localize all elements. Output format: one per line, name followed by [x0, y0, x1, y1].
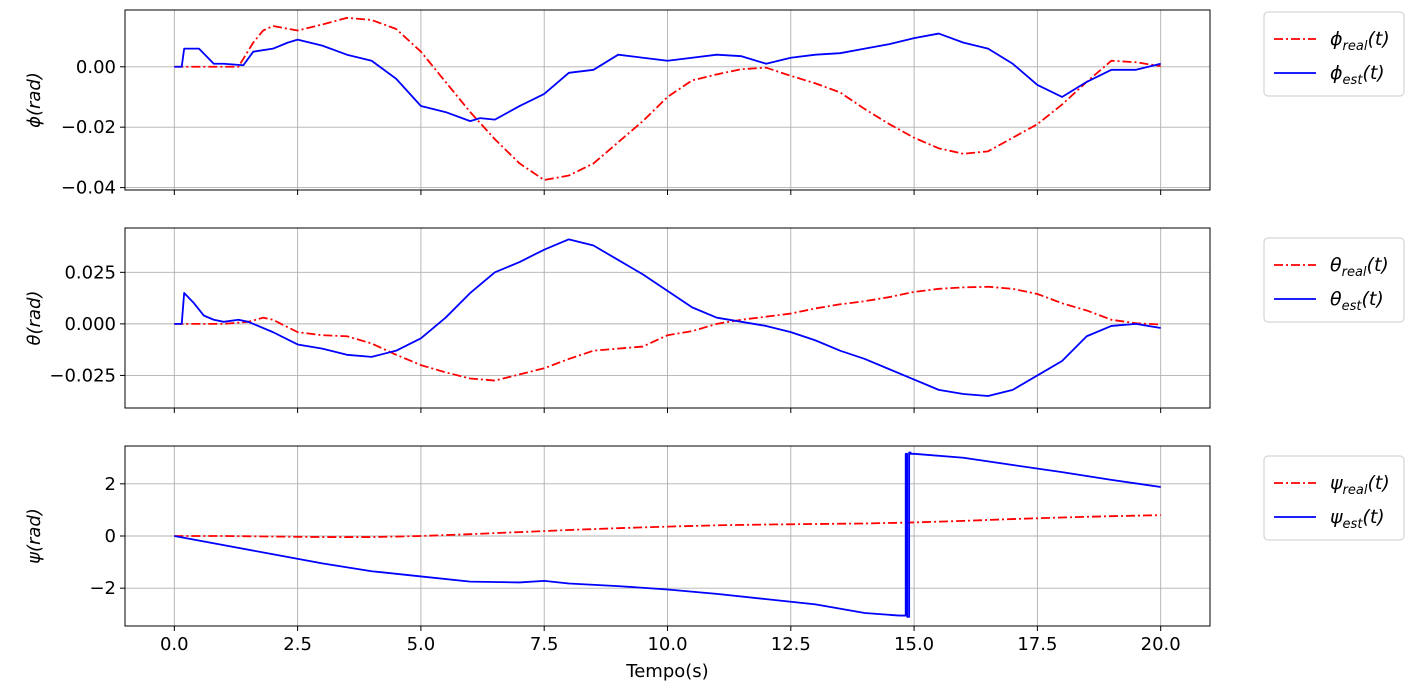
legend-symbol: ϕ — [1330, 62, 1343, 84]
legend-box — [1263, 11, 1405, 97]
legend-psi: ψreal(t)ψest(t) — [1263, 455, 1405, 541]
legend-entry-label: ϕest(t) — [1330, 62, 1385, 88]
x-ticks-psi: 0.0 2.5 5.0 7.5 10.0 12.5 15.0 17.5 20.0 — [160, 626, 1181, 655]
y-axis-symbol: ψ — [24, 551, 45, 564]
legend-suffix: (t) — [1362, 506, 1384, 528]
x-tick-label: 15.0 — [894, 634, 934, 655]
legend-symbol: ϕ — [1330, 28, 1343, 50]
legend-subscript: est — [1342, 299, 1363, 314]
y-axis-label-psi: ψ(rad) — [24, 508, 45, 564]
legend-entry-label: ϕreal(t) — [1330, 28, 1390, 54]
series-line-theta-est — [174, 238, 1161, 397]
y-axis-unit: (rad) — [24, 72, 45, 116]
legend-box — [1263, 455, 1405, 541]
subplots: 0.00−0.02−0.04ϕ(rad)ϕreal(t)ϕest(t)0.025… — [24, 9, 1405, 655]
x-ticks-phi — [173, 190, 1162, 195]
legend-symbol: ψ — [1330, 506, 1343, 528]
legend-subscript: real — [1342, 265, 1367, 280]
y-axis-symbol: θ — [24, 334, 45, 345]
y-axis-symbol: ϕ — [24, 116, 45, 128]
series-line-phi-est — [174, 32, 1161, 123]
x-tick-label: 0.0 — [160, 634, 189, 655]
y-ticks-theta: 0.025 0.000 −0.025 — [49, 262, 125, 386]
x-tick-label: 20.0 — [1141, 634, 1181, 655]
x-axis-label: Tempo(s) — [625, 661, 708, 682]
y-axis-label-phi: ϕ(rad) — [24, 72, 45, 128]
y-tick-label: −0.04 — [61, 178, 116, 199]
x-ticks-theta — [173, 408, 1162, 413]
legend-box — [1263, 237, 1405, 323]
legend-entry-label: ψest(t) — [1330, 506, 1385, 532]
x-tick-label: 7.5 — [530, 634, 559, 655]
y-axis-unit: (rad) — [24, 508, 45, 552]
y-ticks-phi: 0.00 −0.02 −0.04 — [61, 57, 125, 199]
x-tick-label: 12.5 — [771, 634, 811, 655]
series-line-psi-est — [174, 451, 1161, 618]
grid-phi — [125, 10, 1210, 190]
y-axis-unit: (rad) — [24, 291, 45, 335]
y-tick-label: 0.00 — [76, 57, 116, 78]
series-line-psi-real — [174, 514, 1161, 538]
x-tick-label: 5.0 — [407, 634, 436, 655]
legend-symbol: ψ — [1330, 472, 1343, 494]
legend-entry-label: ψreal(t) — [1330, 472, 1390, 498]
legend-subscript: est — [1343, 517, 1364, 532]
grid-psi — [125, 446, 1210, 626]
series-group-phi — [174, 16, 1161, 181]
series-group-theta — [174, 238, 1161, 397]
x-tick-label: 2.5 — [283, 634, 312, 655]
y-axis-label-theta: θ(rad) — [24, 291, 45, 346]
grid-theta — [125, 228, 1210, 408]
y-tick-label: 0 — [105, 526, 116, 547]
y-tick-label: −2 — [89, 578, 116, 599]
legend-suffix: (t) — [1367, 254, 1389, 276]
legend-phi: ϕreal(t)ϕest(t) — [1263, 11, 1405, 97]
legend-suffix: (t) — [1362, 288, 1384, 310]
y-tick-label: −0.025 — [49, 365, 116, 386]
series-group-psi — [174, 451, 1161, 618]
y-tick-label: −0.02 — [61, 117, 116, 138]
series-line-theta-real — [174, 285, 1161, 382]
x-tick-label: 10.0 — [647, 634, 687, 655]
legend-symbol: θ — [1330, 254, 1342, 276]
legend-subscript: real — [1343, 39, 1368, 54]
y-tick-label: 2 — [105, 474, 116, 495]
subplot-phi: 0.00−0.02−0.04ϕ(rad)ϕreal(t)ϕest(t) — [24, 9, 1405, 199]
legend-subscript: real — [1343, 483, 1368, 498]
y-tick-label: 0.000 — [64, 314, 116, 335]
x-tick-label: 17.5 — [1017, 634, 1057, 655]
legend-entry-label: θreal(t) — [1330, 254, 1389, 280]
legend-suffix: (t) — [1362, 62, 1384, 84]
legend-symbol: θ — [1330, 288, 1342, 310]
legend-suffix: (t) — [1367, 28, 1389, 50]
legend-theta: θreal(t)θest(t) — [1263, 237, 1405, 323]
legend-suffix: (t) — [1367, 472, 1389, 494]
y-tick-label: 0.025 — [64, 262, 116, 283]
legend-entry-label: θest(t) — [1330, 288, 1384, 314]
subplot-psi: 0.0 2.5 5.0 7.5 10.0 12.5 15.0 17.5 20.020−2ψ(ra… — [24, 445, 1405, 655]
y-ticks-psi: 2 0 −2 — [89, 474, 125, 599]
legend-subscript: est — [1343, 73, 1364, 88]
